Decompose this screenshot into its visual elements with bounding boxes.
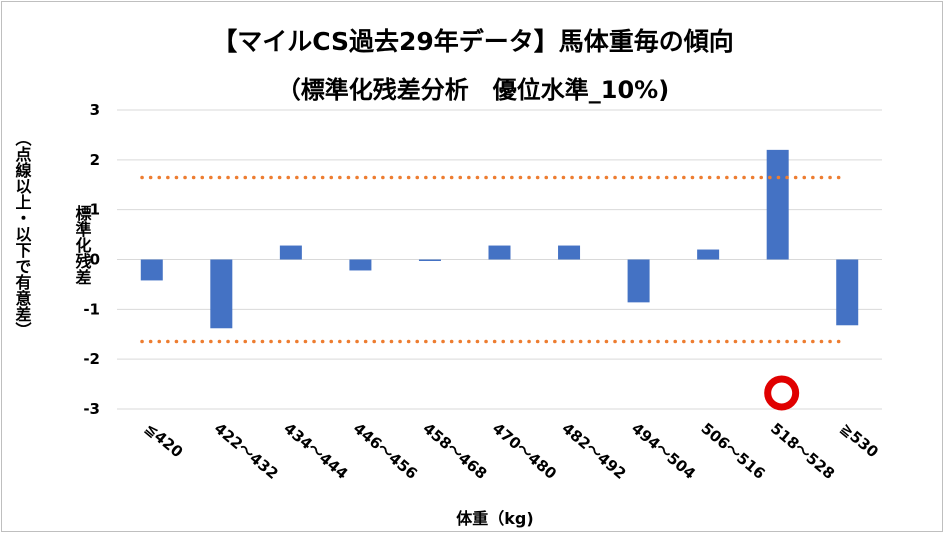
bar [349, 259, 372, 271]
bar [558, 245, 581, 260]
bars [140, 149, 859, 329]
x-tick-label: 482～492 [558, 419, 629, 483]
y-axis-title: 標準化残差 [73, 204, 92, 285]
highlight-marker [764, 375, 800, 411]
bar [488, 245, 511, 260]
x-tick-label: 506～516 [698, 419, 769, 483]
bar [766, 149, 789, 260]
bar [140, 259, 163, 281]
x-tick-label: 470～480 [489, 419, 560, 483]
y-tick-label: 1 [90, 201, 100, 219]
highlight-circle [764, 375, 800, 411]
y-tick-label: 3 [90, 101, 100, 119]
x-tick-label: 422～432 [211, 419, 282, 483]
y-axis-note: （点線以上・以下で有意差） [13, 130, 32, 338]
x-tick-label: ≦420 [141, 419, 186, 461]
x-tick-label: 446～456 [350, 419, 421, 483]
y-tick-labels: -3 -2 -1 0 1 2 3 [83, 101, 100, 418]
x-tick-labels: ≦420 422～432434～444446～456458～468470～4804… [141, 419, 882, 483]
bar [627, 259, 650, 303]
y-tick-label: -3 [83, 400, 100, 418]
y-tick-label: -2 [83, 350, 100, 368]
y-tick-label: 0 [90, 251, 100, 269]
x-tick-label: 494～504 [628, 419, 699, 483]
y-tick-label: 2 [90, 151, 100, 169]
x-tick-label: 434～444 [280, 419, 351, 483]
chart-title: 【マイルCS過去29年データ】馬体重毎の傾向 [212, 27, 734, 56]
chart-subtitle: （標準化残差分析 優位水準_10%) [276, 76, 670, 104]
bar [279, 245, 302, 260]
gridlines [117, 109, 882, 410]
y-tick-label: -1 [83, 300, 100, 318]
x-tick-label: 458～468 [419, 419, 490, 483]
x-axis-title: 体重（kg) [456, 509, 533, 528]
bar [697, 249, 720, 260]
bar [418, 259, 441, 261]
bar [836, 259, 859, 326]
x-tick-label: 518～528 [767, 419, 838, 483]
threshold-lines [140, 175, 848, 344]
x-tick-label: ≧530 [837, 419, 882, 461]
bar [210, 259, 233, 329]
